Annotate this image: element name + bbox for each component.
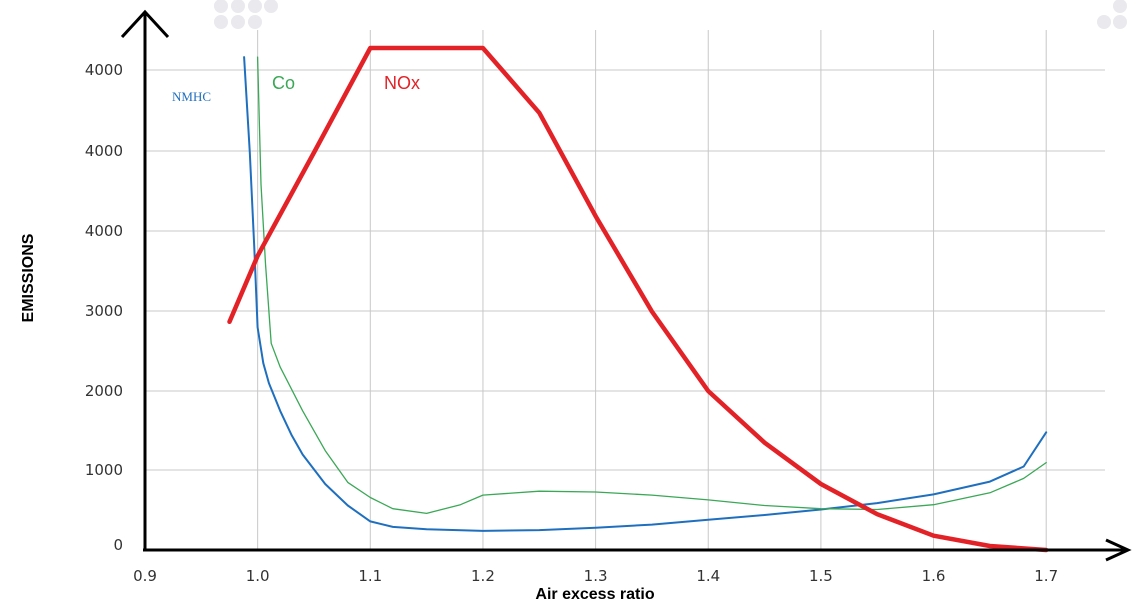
y-tick-label: 0 — [113, 536, 123, 554]
x-tick-label: 1.0 — [246, 567, 270, 585]
series-label-nmhc: NMHC — [172, 89, 211, 104]
series-line-co — [256, 56, 1047, 515]
y-tick-label: 3000 — [85, 302, 123, 320]
x-axis-label: Air excess ratio — [535, 586, 654, 603]
series-label-co: Co — [272, 73, 295, 93]
y-tick-label: 4000 — [85, 142, 123, 160]
y-axis-arrow — [120, 9, 170, 39]
x-tick-label: 1.6 — [922, 567, 946, 585]
x-tick-label: 1.3 — [584, 567, 608, 585]
x-tick-label: 1.7 — [1034, 567, 1058, 585]
x-axis-arrow — [1105, 538, 1132, 562]
x-tick-label: 0.9 — [133, 567, 157, 585]
x-tick-label: 1.1 — [358, 567, 382, 585]
x-tick-label: 1.4 — [696, 567, 720, 585]
x-tick-label: 1.2 — [471, 567, 495, 585]
y-tick-label: 4000 — [85, 222, 123, 240]
series-line-nox — [227, 45, 1049, 553]
y-tick-labels: 0 1000 2000 3000 4000 4000 4000 — [85, 61, 123, 554]
axes — [120, 9, 1132, 562]
series-labels: NMHC Co NOx — [172, 73, 420, 104]
series-line-nmhc — [243, 56, 1048, 532]
y-tick-label: 4000 — [85, 61, 123, 79]
grid — [146, 30, 1105, 549]
series-label-nox: NOx — [384, 73, 420, 93]
x-tick-label: 1.5 — [809, 567, 833, 585]
series-lines — [227, 45, 1049, 553]
y-tick-label: 2000 — [85, 382, 123, 400]
decorative-dots — [214, 0, 1127, 29]
x-tick-labels: 0.9 1.0 1.1 1.2 1.3 1.4 1.5 1.6 1.7 — [133, 567, 1058, 585]
y-axis-label: EMISSIONS — [20, 233, 37, 322]
y-tick-label: 1000 — [85, 461, 123, 479]
